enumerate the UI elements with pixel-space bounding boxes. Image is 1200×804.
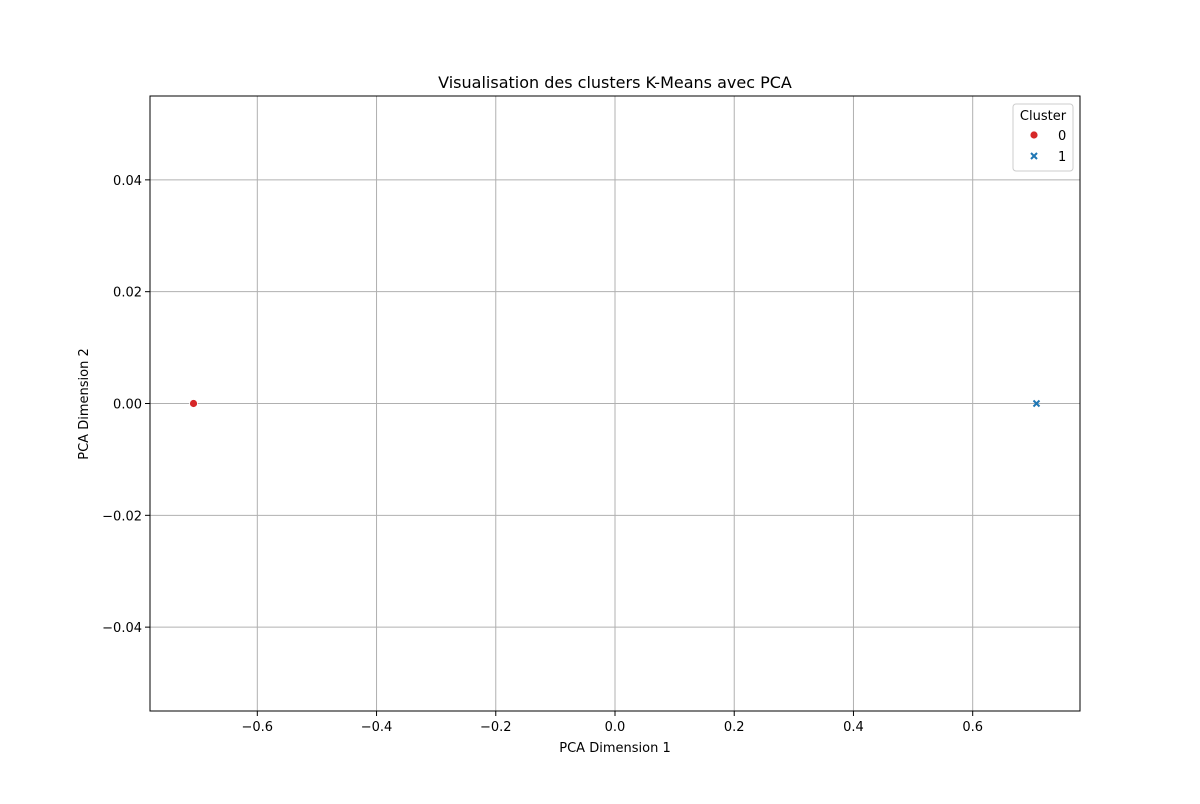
data-points bbox=[189, 399, 1041, 408]
data-point-cluster-0 bbox=[189, 399, 198, 408]
x-tick-label: −0.4 bbox=[361, 720, 393, 735]
y-tick-label: −0.04 bbox=[102, 621, 142, 636]
chart-title: Visualisation des clusters K-Means avec … bbox=[438, 73, 792, 92]
x-tick-label: 0.2 bbox=[724, 720, 745, 735]
x-tick-label: 0.4 bbox=[843, 720, 864, 735]
data-point-cluster-1 bbox=[1032, 399, 1041, 408]
y-axis-label: PCA Dimension 2 bbox=[77, 348, 92, 459]
y-tick-label: 0.04 bbox=[113, 174, 142, 189]
x-axis-label: PCA Dimension 1 bbox=[559, 741, 670, 756]
legend-box bbox=[1012, 103, 1074, 172]
legend: Cluster 01 bbox=[1012, 103, 1074, 172]
x-tick-label: 0.6 bbox=[962, 720, 983, 735]
x-tick-label: −0.6 bbox=[242, 720, 274, 735]
legend-label-cluster-1: 1 bbox=[1058, 150, 1066, 165]
y-tick-label: 0.00 bbox=[113, 398, 142, 413]
axis-ticks: −0.6 −0.4 −0.2 0.0 0.2 0.4 0.6 −0.04 −0.02 0.00 0.… bbox=[102, 174, 983, 735]
x-tick-label: −0.2 bbox=[480, 720, 512, 735]
y-tick-label: −0.02 bbox=[102, 509, 142, 524]
y-tick-label: 0.02 bbox=[113, 286, 142, 301]
legend-items: 01 bbox=[1029, 129, 1066, 165]
legend-title: Cluster bbox=[1020, 109, 1067, 124]
x-tick-label: 0.0 bbox=[605, 720, 626, 735]
legend-marker-cluster-0 bbox=[1029, 130, 1039, 140]
legend-label-cluster-0: 0 bbox=[1058, 129, 1066, 144]
grid bbox=[150, 96, 1080, 711]
legend-marker-cluster-1 bbox=[1030, 152, 1038, 160]
